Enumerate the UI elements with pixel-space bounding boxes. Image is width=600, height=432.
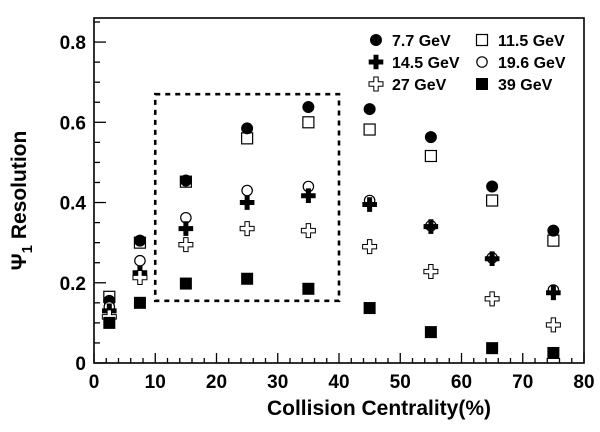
legend-label-7-7-gev: 7.7 GeV — [392, 33, 451, 50]
legend-marker-14-5-gev — [368, 54, 384, 70]
point-14-5-gev — [301, 188, 316, 204]
y-axis-title: Ψ1 Resolution — [8, 131, 36, 271]
point-27-gev — [545, 317, 561, 333]
x-tick-label: 80 — [573, 372, 594, 393]
point-7-7-gev — [547, 224, 560, 237]
point-7-7-gev — [133, 234, 146, 247]
point-14-5-gev — [484, 251, 500, 266]
point-7-7-gev — [302, 101, 315, 114]
point-27-gev — [484, 291, 500, 307]
y-tick-label: 0.2 — [60, 274, 86, 295]
point-27-gev — [300, 223, 316, 239]
x-tick-label: 10 — [145, 372, 166, 393]
point-39-gev — [363, 302, 376, 315]
point-14-5-gev — [362, 197, 377, 212]
data-marks — [101, 101, 561, 359]
legend: 7.7 GeV 11.5 GeV 14.5 GeV 19.6 GeV 27 GeV 39 … — [368, 33, 566, 94]
point-11-5-gev — [302, 116, 315, 129]
highlight-box — [153, 92, 341, 303]
point-11-5-gev — [424, 149, 437, 163]
legend-label-14-5-gev: 14.5 GeV — [392, 55, 460, 72]
point-7-7-gev — [363, 103, 376, 116]
x-tick-label: 30 — [267, 372, 288, 393]
point-27-gev — [239, 221, 255, 237]
point-14-5-gev — [178, 221, 194, 236]
point-19-6-gev — [241, 184, 253, 197]
x-tick-label: 50 — [390, 372, 411, 393]
point-7-7-gev — [424, 131, 437, 144]
point-14-5-gev — [423, 219, 439, 234]
x-tick-label: 60 — [451, 372, 472, 393]
y-tick-label: 0.8 — [60, 33, 86, 54]
legend-label-27-gev: 27 GeV — [392, 77, 447, 94]
legend-marker-11-5-gev — [475, 33, 489, 47]
point-27-gev — [132, 270, 148, 286]
point-11-5-gev — [241, 132, 254, 145]
legend-marker-39-gev — [476, 78, 488, 90]
point-7-7-gev — [241, 122, 254, 135]
legend-marker-19-6-gev — [476, 56, 488, 68]
point-7-7-gev — [179, 174, 192, 187]
y-tick-label: 0.6 — [60, 113, 86, 134]
x-tick-label: 40 — [328, 372, 349, 393]
x-tick-label: 20 — [206, 372, 227, 393]
point-11-5-gev — [547, 234, 560, 247]
point-7-7-gev — [486, 180, 499, 193]
point-11-5-gev — [486, 194, 499, 207]
point-27-gev — [362, 239, 378, 255]
point-27-gev — [423, 264, 439, 280]
point-14-5-gev — [239, 195, 255, 210]
y-axis-title-subscript: 1 — [19, 245, 36, 253]
point-39-gev — [103, 316, 116, 329]
point-39-gev — [241, 272, 254, 285]
legend-label-11-5-gev: 11.5 GeV — [498, 33, 565, 50]
legend-label-39-gev: 39 GeV — [498, 77, 553, 94]
point-14-5-gev — [546, 285, 561, 301]
point-39-gev — [179, 277, 192, 290]
legend-marker-27-gev — [368, 76, 384, 92]
point-27-gev — [178, 237, 194, 253]
y-axis-title-suffix: Resolution — [8, 131, 31, 245]
x-axis-title: Collision Centrality(%) — [267, 397, 491, 420]
y-tick-label: 0.4 — [60, 194, 87, 215]
legend-label-19-6-gev: 19.6 GeV — [498, 55, 566, 72]
point-39-gev — [302, 282, 315, 295]
axes: 0 10 20 30 40 50 60 70 80 0 0.2 0.4 0.6 0.8 — [60, 21, 595, 393]
highlight-box-layer — [153, 92, 341, 303]
point-39-gev — [547, 346, 560, 359]
point-11-5-gev — [363, 123, 376, 136]
point-19-6-gev — [134, 254, 146, 267]
point-39-gev — [424, 326, 437, 339]
point-39-gev — [486, 342, 499, 355]
legend-marker-7-7-gev — [370, 34, 382, 46]
y-tick-label: 0 — [75, 354, 86, 375]
x-tick-label: 0 — [89, 372, 100, 393]
x-tick-label: 70 — [512, 372, 533, 393]
point-39-gev — [133, 296, 146, 309]
y-axis-title-symbol: Ψ — [8, 253, 31, 270]
